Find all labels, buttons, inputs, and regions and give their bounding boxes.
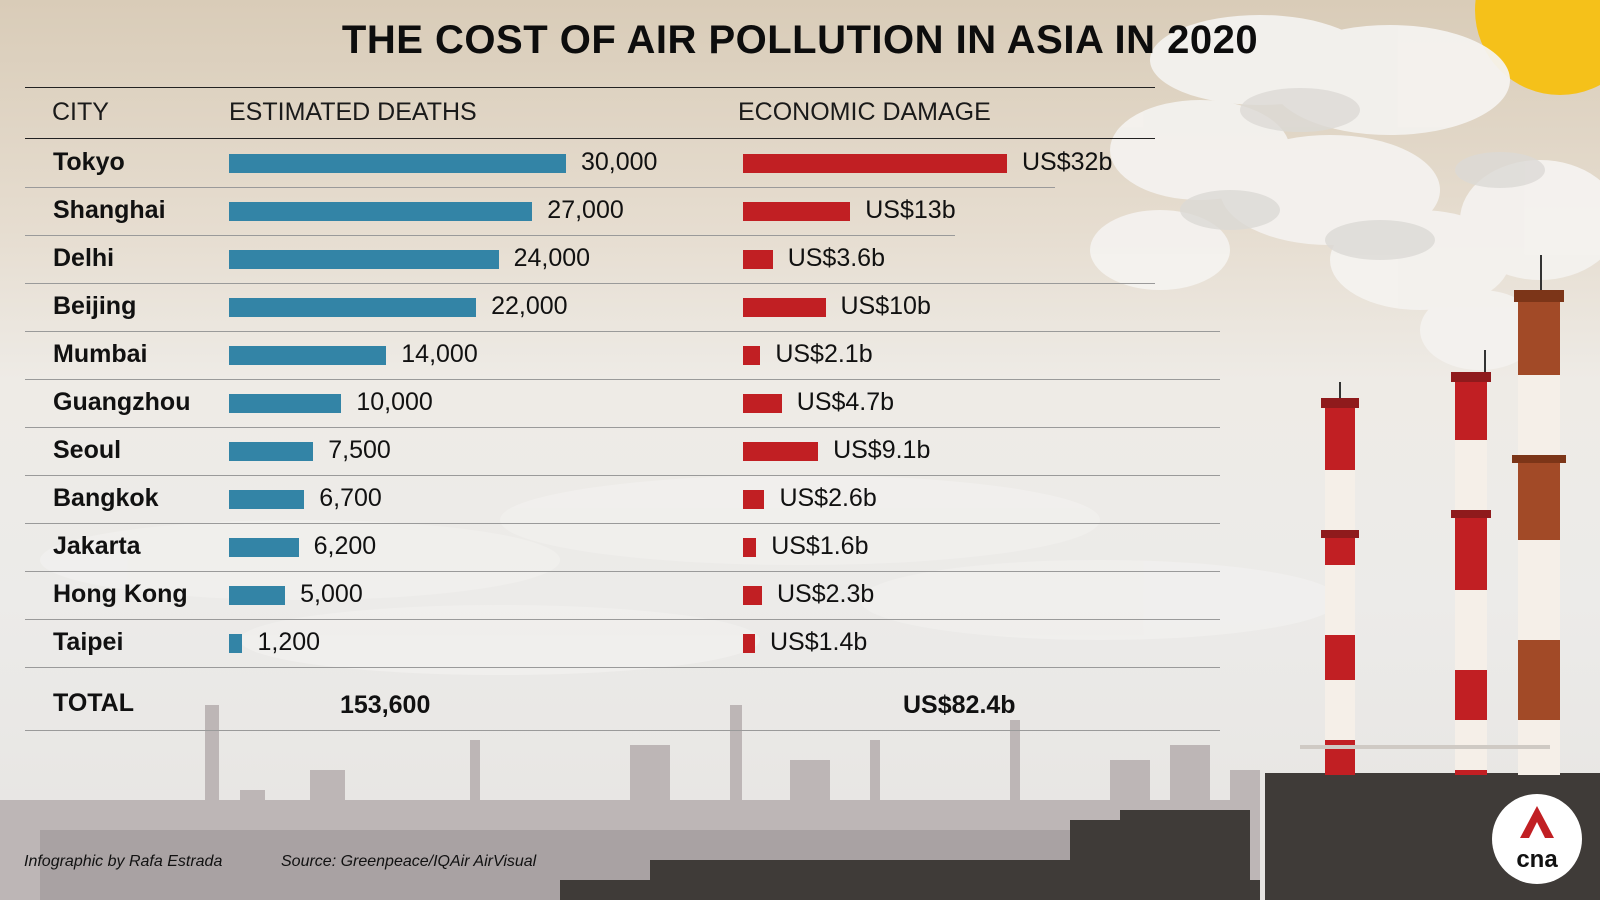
damage-bar — [743, 586, 762, 605]
city-label: Delhi — [53, 244, 115, 272]
header-damage: ECONOMIC DAMAGE — [738, 98, 991, 126]
deaths-value-label: 7,500 — [328, 436, 391, 464]
city-label: Bangkok — [53, 484, 159, 512]
deaths-value-label: 6,200 — [313, 532, 377, 560]
damage-bar — [743, 298, 826, 317]
row-separator — [25, 523, 1220, 524]
table-row: Hong Kong 5,000 US$2.3b — [25, 572, 1220, 620]
damage-bar — [743, 442, 819, 461]
total-damage-value: US$82.4b — [903, 691, 1016, 719]
damage-value-label: US$1.4b — [770, 628, 868, 656]
damage-value-label: US$2.1b — [775, 340, 873, 368]
row-separator — [25, 730, 1220, 731]
damage-bar — [743, 202, 851, 221]
table-row: Bangkok 6,700 US$2.6b — [25, 476, 1220, 524]
deaths-bar — [229, 634, 243, 653]
table-row: Seoul 7,500 US$9.1b — [25, 428, 1220, 476]
damage-value-label: US$10b — [840, 292, 931, 320]
row-separator — [25, 667, 1220, 668]
city-label: Shanghai — [53, 196, 166, 224]
row-separator — [25, 379, 1220, 380]
row-separator — [25, 475, 1220, 476]
header-city: CITY — [52, 98, 109, 126]
deaths-value-label: 10,000 — [356, 388, 433, 416]
deaths-bar — [229, 154, 566, 173]
table-row: Mumbai 14,000 US$2.1b — [25, 332, 1220, 380]
deaths-value-label: 24,000 — [513, 244, 591, 272]
damage-value-label: US$4.7b — [796, 388, 895, 416]
damage-value-label: US$2.3b — [776, 580, 875, 608]
cna-logo: cna — [1492, 794, 1582, 884]
table-row: Beijing 22,000 US$10b — [25, 284, 1220, 332]
damage-bar — [743, 634, 755, 653]
chimney-left — [1321, 382, 1359, 775]
deaths-value-label: 27,000 — [547, 196, 624, 224]
city-label: Guangzhou — [53, 388, 191, 416]
deaths-bar — [229, 346, 387, 365]
row-separator — [25, 427, 1220, 428]
deaths-bar — [229, 394, 342, 413]
deaths-bar — [229, 298, 477, 317]
city-label: Hong Kong — [53, 580, 188, 608]
deaths-value-label: 1,200 — [257, 628, 321, 656]
table-row: Delhi 24,000 US$3.6b — [25, 236, 1220, 284]
damage-bar — [743, 538, 757, 557]
table-row: Shanghai 27,000 US$13b — [25, 188, 1220, 236]
deaths-bar — [229, 586, 286, 605]
deaths-value-label: 30,000 — [581, 148, 658, 176]
row-separator — [25, 331, 1220, 332]
total-label: TOTAL — [53, 689, 135, 717]
table-row: Tokyo 30,000 US$32b — [25, 140, 1220, 188]
author-credit: Infographic by Rafa Estrada — [24, 853, 223, 870]
damage-value-label: US$9.1b — [833, 436, 931, 464]
total-row: TOTAL 153,600 US$82.4b — [25, 683, 1220, 731]
cna-logo-icon — [1520, 806, 1554, 838]
deaths-bar — [229, 538, 299, 557]
chimney-right — [1512, 255, 1566, 775]
deaths-value-label: 22,000 — [491, 292, 568, 320]
damage-value-label: US$3.6b — [787, 244, 885, 272]
header-top-rule — [25, 87, 1155, 88]
row-separator — [25, 235, 955, 236]
row-separator — [25, 619, 1220, 620]
city-label: Tokyo — [53, 148, 125, 176]
city-label: Beijing — [53, 292, 137, 320]
table-row: Guangzhou 10,000 US$4.7b — [25, 380, 1220, 428]
chimney-middle — [1451, 350, 1491, 775]
deaths-bar — [229, 490, 305, 509]
city-label: Seoul — [53, 436, 122, 464]
deaths-bar — [229, 250, 499, 269]
damage-bar — [743, 490, 765, 509]
damage-value-label: US$13b — [865, 196, 956, 224]
damage-value-label: US$32b — [1022, 148, 1113, 176]
damage-value-label: US$2.6b — [779, 484, 877, 512]
source-credit: Source: Greenpeace/IQAir AirVisual — [281, 853, 537, 870]
deaths-bar — [229, 442, 314, 461]
header-bottom-rule — [25, 138, 1155, 139]
deaths-bar — [229, 202, 533, 221]
damage-bar — [743, 394, 782, 413]
damage-bar — [743, 154, 1007, 173]
city-label: Taipei — [53, 628, 124, 656]
logo-text: cna — [1516, 846, 1558, 873]
chart-title: THE COST OF AIR POLLUTION IN ASIA IN 202… — [341, 18, 1259, 62]
damage-bar — [743, 346, 761, 365]
row-separator — [25, 571, 1220, 572]
city-label: Jakarta — [53, 532, 141, 560]
total-deaths-value: 153,600 — [340, 691, 431, 719]
city-label: Mumbai — [53, 340, 148, 368]
deaths-value-label: 5,000 — [300, 580, 363, 608]
damage-value-label: US$1.6b — [771, 532, 869, 560]
header-deaths: ESTIMATED DEATHS — [229, 98, 477, 126]
table-row: Taipei 1,200 US$1.4b — [25, 620, 1220, 668]
damage-bar — [743, 250, 773, 269]
row-separator — [25, 187, 1055, 188]
deaths-value-label: 6,700 — [319, 484, 382, 512]
row-separator — [25, 283, 1155, 284]
deaths-value-label: 14,000 — [401, 340, 478, 368]
table-row: Jakarta 6,200 US$1.6b — [25, 524, 1220, 572]
